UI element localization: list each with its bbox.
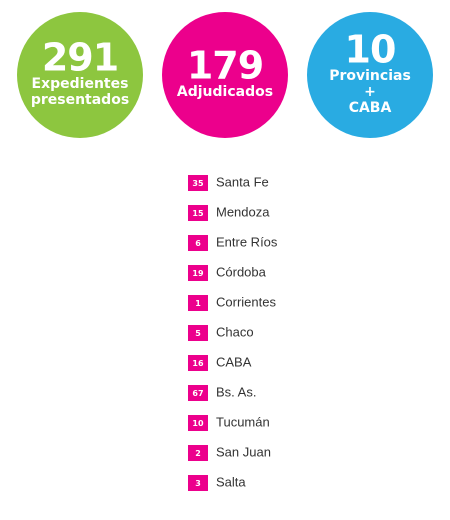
stat-number: 179 — [187, 44, 263, 88]
badge — [188, 355, 208, 371]
province-name: Salta — [216, 474, 246, 489]
province-name: Entre Ríos — [216, 234, 278, 249]
stat-number: 291 — [42, 36, 118, 80]
province-name: Mendoza — [216, 204, 270, 219]
badge — [188, 385, 208, 401]
badge — [188, 175, 208, 191]
stat-label: Provincias — [329, 68, 411, 84]
stat-circle — [307, 12, 433, 138]
badge-number: 16 — [192, 359, 204, 368]
stat-label: Adjudicados — [177, 84, 273, 100]
province-name: Bs. As. — [216, 384, 256, 399]
province-name: San Juan — [216, 444, 271, 459]
province-name: Chaco — [216, 324, 254, 339]
stat-label: + — [364, 84, 376, 100]
badge — [188, 475, 208, 491]
badge-number: 6 — [195, 239, 201, 248]
badge — [188, 295, 208, 311]
stat-circle — [17, 12, 143, 138]
badge-number: 15 — [192, 209, 204, 218]
province-name: Córdoba — [216, 264, 267, 279]
badge-number: 5 — [195, 329, 201, 338]
stat-circle — [162, 12, 288, 138]
stat-label: Expedientes — [32, 76, 129, 92]
badge — [188, 415, 208, 431]
stat-number: 10 — [345, 28, 396, 72]
badge-number: 3 — [195, 479, 201, 488]
badge — [188, 205, 208, 221]
badge-number: 1 — [195, 299, 201, 308]
badge — [188, 445, 208, 461]
stat-label: presentados — [31, 92, 129, 108]
province-name: Corrientes — [216, 294, 276, 309]
badge-number: 2 — [195, 449, 201, 458]
province-name: CABA — [216, 354, 252, 369]
province-name: Tucumán — [216, 414, 270, 429]
badge — [188, 325, 208, 341]
stat-label: CABA — [349, 100, 392, 116]
province-name: Santa Fe — [216, 174, 269, 189]
badge-number: 19 — [192, 269, 204, 278]
badge — [188, 265, 208, 281]
badge-number: 10 — [192, 419, 204, 428]
badge-number: 35 — [192, 179, 204, 188]
badge-number: 67 — [192, 389, 203, 398]
badge — [188, 235, 208, 251]
